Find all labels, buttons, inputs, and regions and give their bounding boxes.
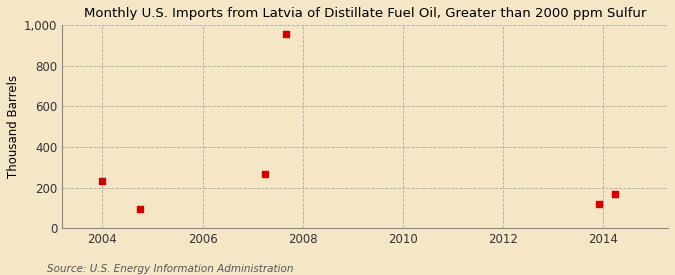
Point <box>134 207 145 211</box>
Title: Monthly U.S. Imports from Latvia of Distillate Fuel Oil, Greater than 2000 ppm S: Monthly U.S. Imports from Latvia of Dist… <box>84 7 647 20</box>
Y-axis label: Thousand Barrels: Thousand Barrels <box>7 75 20 178</box>
Point <box>610 192 621 196</box>
Point <box>97 179 108 183</box>
Point <box>260 172 271 176</box>
Point <box>281 32 292 37</box>
Text: Source: U.S. Energy Information Administration: Source: U.S. Energy Information Administ… <box>47 264 294 274</box>
Point <box>593 202 604 206</box>
